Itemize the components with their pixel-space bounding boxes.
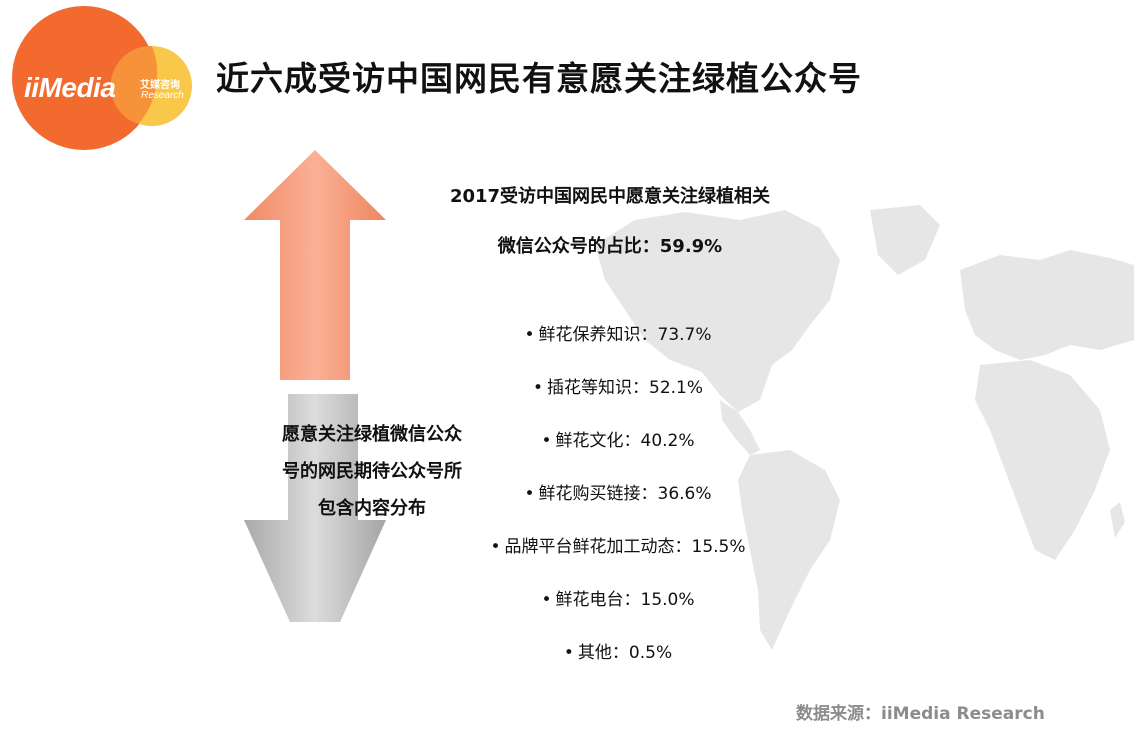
iimedia-logo: iiMedia 艾媒咨询 Research (8, 6, 198, 156)
world-map-background (595, 205, 1134, 650)
list-item: • 鲜花文化：40.2% (460, 426, 776, 451)
list-item-text: 品牌平台鲜花加工动态：15.5% (504, 537, 746, 557)
list-item-text: 鲜花购买链接：36.6% (538, 484, 712, 504)
list-item: • 插花等知识：52.1% (460, 373, 776, 398)
list-item: • 鲜花电台：15.0% (460, 585, 776, 610)
bullet-icon: • (532, 378, 543, 398)
headline-line-2: 微信公众号的占比：59.9% (497, 236, 723, 257)
bullet-icon: • (541, 431, 552, 451)
list-item: • 鲜花购买链接：36.6% (460, 479, 776, 504)
list-item-text: 鲜花电台：15.0% (555, 590, 695, 610)
up-arrow-icon (244, 150, 386, 380)
logo-circles-icon (12, 6, 192, 150)
list-item-text: 插花等知识：52.1% (547, 378, 704, 398)
list-item: • 其他：0.5% (460, 638, 776, 663)
side-label-line-2: 号的网民期待公众号所 (282, 461, 462, 482)
headline-line-1: 2017受访中国网民中愿意关注绿植相关 (449, 186, 771, 207)
list-item-text: 鲜花保养知识：73.7% (538, 325, 712, 345)
page-title: 近六成受访中国网民有意愿关注绿植公众号 (216, 59, 862, 98)
bullet-icon: • (490, 537, 501, 557)
bullet-icon: • (541, 590, 552, 610)
list-item-text: 其他：0.5% (577, 643, 673, 663)
logo-en-text: Research (141, 90, 184, 101)
bullet-icon: • (524, 325, 535, 345)
side-label-line-1: 愿意关注绿植微信公众 (282, 424, 462, 445)
list-item: • 鲜花保养知识：73.7% (460, 320, 776, 345)
bullet-icon: • (524, 484, 535, 504)
data-source-note: 数据来源：iiMedia Research (796, 704, 1045, 724)
bullet-icon: • (563, 643, 574, 663)
up-down-arrows-icon (244, 150, 386, 622)
logo-brand-text: iiMedia (24, 72, 116, 103)
logo-cn-text: 艾媒咨询 (140, 80, 180, 91)
side-label-line-3: 包含内容分布 (318, 498, 426, 519)
list-item-text: 鲜花文化：40.2% (555, 431, 695, 451)
list-item: • 品牌平台鲜花加工动态：15.5% (460, 532, 776, 557)
